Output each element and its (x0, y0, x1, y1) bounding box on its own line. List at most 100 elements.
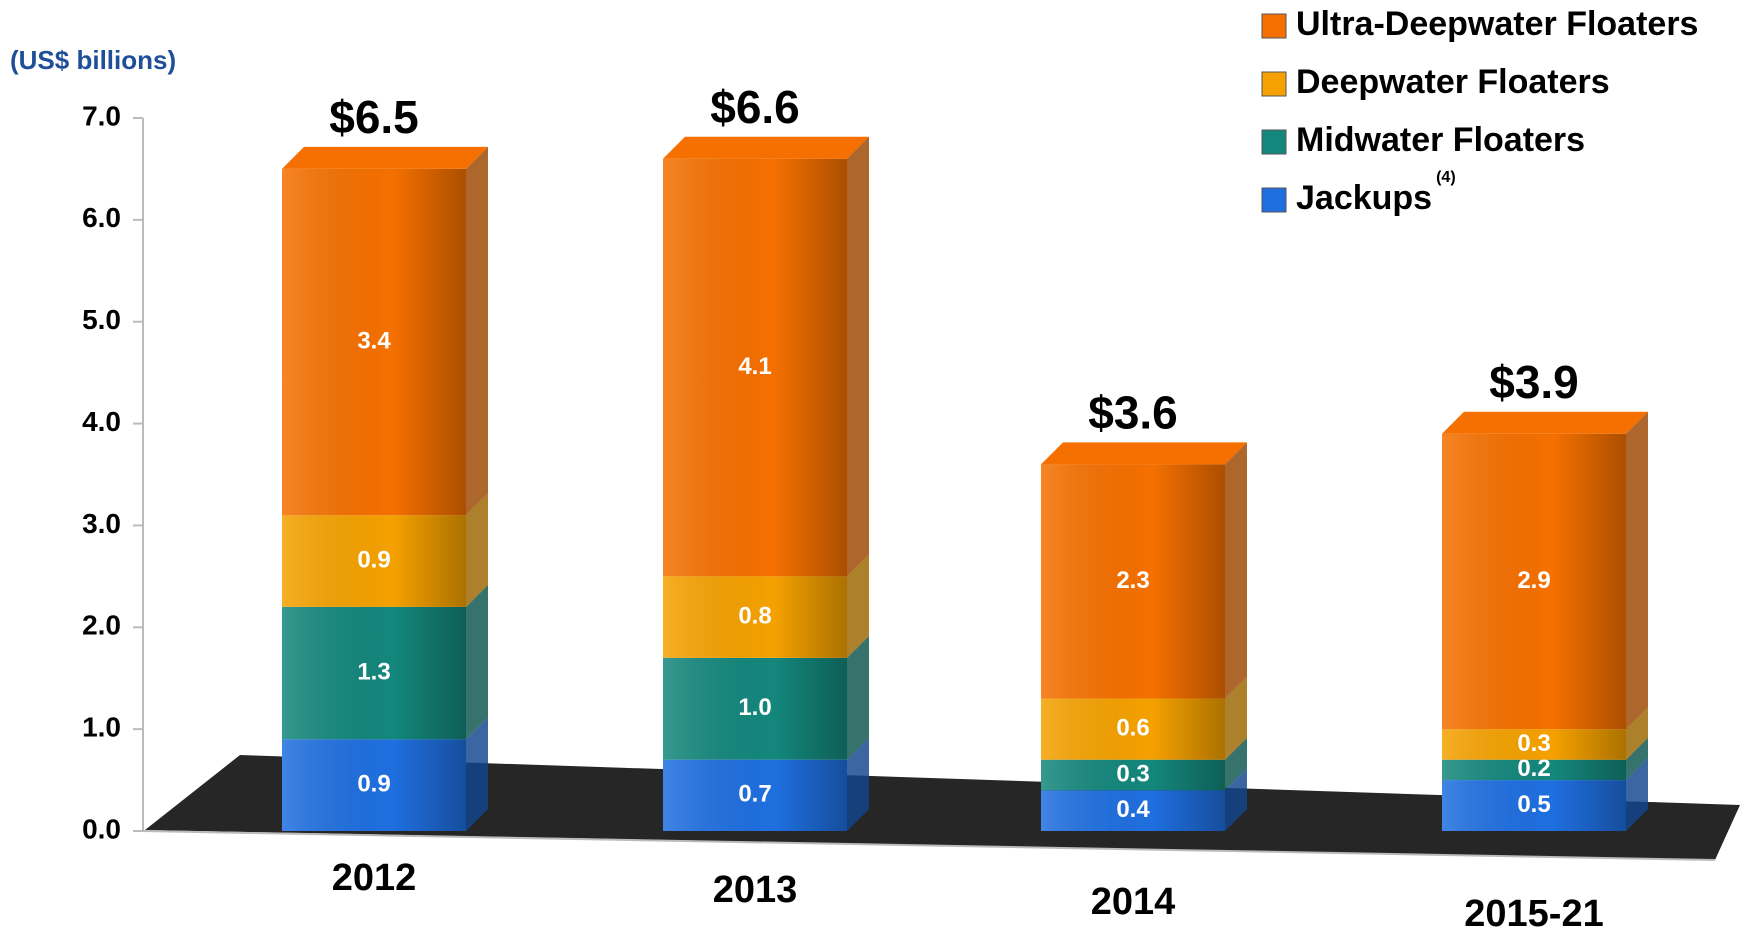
segment-side (1626, 411, 1648, 730)
segment-side (1225, 737, 1247, 791)
segment-side-shade (466, 146, 488, 516)
bar-segment (1041, 676, 1247, 760)
bar-segment (282, 717, 488, 831)
legend-swatch (1261, 13, 1287, 39)
bar-segment (282, 146, 488, 516)
segment-side-shade (847, 737, 869, 831)
segment-side-shade (847, 554, 869, 658)
y-tick-label: 6.0 (82, 202, 121, 233)
segment-side (1626, 737, 1648, 781)
floor (145, 755, 1740, 860)
data-label: 0.7 (738, 781, 771, 808)
segment-side-shade (466, 717, 488, 831)
x-tick-label: 2013 (713, 869, 798, 911)
y-tick-label: 2.0 (82, 610, 121, 641)
segment-shade (1041, 698, 1225, 760)
legend-label: Midwater Floaters (1296, 121, 1585, 159)
y-tick-label: 7.0 (82, 100, 121, 131)
bar-segment (1442, 758, 1648, 831)
segment-shade (663, 576, 847, 658)
segment-shade (1041, 464, 1225, 699)
segment-side-shade (1626, 707, 1648, 760)
segment-side (847, 554, 869, 658)
bar-segment (663, 635, 869, 760)
segment-top (1442, 411, 1648, 434)
legend-label: Deepwater Floaters (1296, 63, 1610, 101)
x-tick-label: 2012 (332, 857, 417, 899)
data-label: 0.5 (1517, 791, 1550, 818)
total-label: $6.6 (710, 81, 800, 133)
segment-side (1626, 707, 1648, 760)
x-tick-label: 2015-21 (1464, 893, 1603, 935)
bar-segment (1041, 737, 1247, 791)
data-label: 0.3 (1116, 760, 1149, 787)
segment-side-shade (1225, 442, 1247, 699)
segment-side (1626, 758, 1648, 831)
bar-segment (1041, 442, 1247, 699)
bar-segment (663, 554, 869, 658)
segment-side (847, 737, 869, 831)
total-label: $6.5 (329, 91, 419, 143)
bar-segment (282, 493, 488, 607)
data-label: 0.3 (1517, 730, 1550, 757)
y-tick-label: 0.0 (82, 813, 121, 844)
bar-segment (663, 737, 869, 831)
data-label: 2.9 (1517, 567, 1550, 594)
segment-side (1225, 676, 1247, 760)
segment-side-shade (1225, 737, 1247, 791)
y-tick-label: 1.0 (82, 712, 121, 743)
y-tick-label: 5.0 (82, 304, 121, 335)
segment-shade (1442, 729, 1626, 760)
bar-segment (663, 136, 869, 577)
segment-shade (282, 515, 466, 607)
data-label: 4.1 (738, 353, 771, 380)
segment-shade (1442, 759, 1626, 781)
segment-side-shade (1626, 737, 1648, 781)
segment-shade (282, 606, 466, 740)
data-label: 0.2 (1517, 755, 1550, 782)
legend-swatch (1261, 71, 1287, 97)
segment-side (466, 584, 488, 740)
segment-side (1225, 442, 1247, 699)
data-label: 0.4 (1116, 796, 1150, 823)
legend-swatch (1261, 187, 1287, 213)
data-label: 0.9 (357, 771, 390, 798)
segment-side-shade (847, 635, 869, 760)
segment-shade (663, 158, 847, 577)
bar-segment (1442, 737, 1648, 781)
legend-swatch (1261, 129, 1287, 155)
data-label: 1.3 (357, 658, 390, 685)
bar-segment (1442, 707, 1648, 760)
segment-top (663, 136, 869, 159)
segment-side-shade (847, 136, 869, 577)
total-label: $3.9 (1489, 356, 1579, 408)
data-label: 0.6 (1116, 714, 1149, 741)
segment-shade (1041, 759, 1225, 791)
segment-side (847, 136, 869, 577)
data-label: 0.8 (738, 602, 771, 629)
x-axis (142, 830, 1716, 861)
bar-segment (1041, 768, 1247, 831)
segment-side (847, 635, 869, 760)
segment-side-shade (1626, 411, 1648, 730)
bar-segment (1442, 411, 1648, 730)
segment-shade (1442, 433, 1626, 730)
segment-shade (663, 759, 847, 831)
legend-label: Ultra-Deepwater Floaters (1296, 5, 1698, 43)
y-tick-label: 3.0 (82, 508, 121, 539)
data-label: 0.9 (357, 546, 390, 573)
x-tick-label: 2014 (1091, 881, 1176, 923)
segment-side (466, 493, 488, 607)
segment-side-shade (1225, 676, 1247, 760)
total-label: $3.6 (1088, 386, 1178, 438)
segment-side (466, 146, 488, 516)
segment-shade (282, 739, 466, 831)
legend-label: Jackups (1296, 179, 1432, 217)
y-tick-label: 4.0 (82, 406, 121, 437)
segment-side (1225, 768, 1247, 831)
data-label: 1.0 (738, 694, 771, 721)
segment-top (282, 146, 488, 169)
segment-shade (1442, 780, 1626, 831)
segment-side-shade (1626, 758, 1648, 831)
